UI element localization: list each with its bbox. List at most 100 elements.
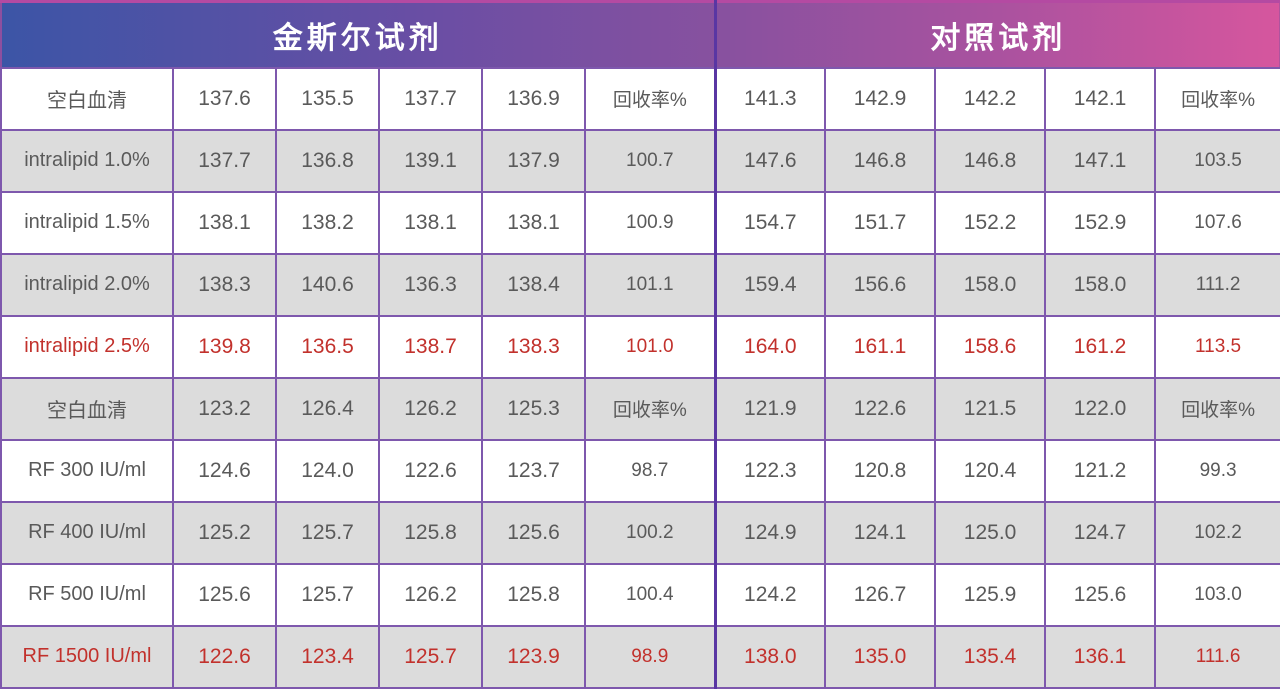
table-cell: 122.6 (378, 438, 483, 503)
recovery-cell: 113.5 (1154, 314, 1280, 379)
table-cell: 142.9 (824, 66, 937, 131)
table-cell: 125.6 (481, 500, 586, 565)
table-cell: 120.8 (824, 438, 937, 503)
table-cell: 124.1 (824, 500, 937, 565)
table-cell: 142.2 (934, 66, 1047, 131)
row-label: intralipid 1.0% (0, 128, 174, 193)
table-body: 空白血清 137.6 135.5 137.7 136.9 回收率% 141.3 142.9 14… (0, 66, 1280, 689)
table-cell: 159.4 (713, 252, 827, 317)
table-row: RF 300 IU/ml 124.6 124.0 122.6 123.7 98.7 122.… (0, 438, 1280, 503)
table-cell: 123.7 (481, 438, 586, 503)
recovery-cell: 103.0 (1154, 562, 1280, 627)
recovery-cell: 111.2 (1154, 252, 1280, 317)
row-label: 空白血清 (0, 66, 174, 131)
table-cell: 136.1 (1044, 624, 1157, 689)
table-cell: 126.2 (378, 376, 483, 441)
table-cell: 138.3 (172, 252, 277, 317)
row-label: intralipid 2.0% (0, 252, 174, 317)
table-cell: 154.7 (713, 190, 827, 255)
recovery-cell: 98.9 (583, 624, 717, 689)
table-cell: 125.8 (481, 562, 586, 627)
table-cell: 146.8 (934, 128, 1047, 193)
table-row: RF 1500 IU/ml 122.6 123.4 125.7 123.9 98.9 138… (0, 624, 1280, 689)
recovery-cell: 107.6 (1154, 190, 1280, 255)
recovery-cell: 103.5 (1154, 128, 1280, 193)
group-header-control: 对照试剂 (714, 0, 1280, 69)
table-row: 空白血清 123.2 126.4 126.2 125.3 回收率% 121.9 122.6 12… (0, 376, 1280, 441)
row-label: RF 400 IU/ml (0, 500, 174, 565)
table-cell: 136.8 (275, 128, 380, 193)
table-row: intralipid 2.0% 138.3 140.6 136.3 138.4 101.1… (0, 252, 1280, 317)
table-cell: 138.4 (481, 252, 586, 317)
table-cell: 125.6 (1044, 562, 1157, 627)
recovery-cell: 99.3 (1154, 438, 1280, 503)
recovery-cell: 100.2 (583, 500, 717, 565)
table-cell: 140.6 (275, 252, 380, 317)
table-cell: 147.1 (1044, 128, 1157, 193)
table-cell: 158.6 (934, 314, 1047, 379)
table-cell: 156.6 (824, 252, 937, 317)
table-cell: 139.1 (378, 128, 483, 193)
table-cell: 138.1 (378, 190, 483, 255)
recovery-cell: 回收率% (1154, 66, 1280, 131)
table-cell: 123.2 (172, 376, 277, 441)
group-header-jinsier: 金斯尔试剂 (0, 0, 717, 69)
row-label: 空白血清 (0, 376, 174, 441)
table-cell: 135.0 (824, 624, 937, 689)
table-cell: 161.1 (824, 314, 937, 379)
table-cell: 125.9 (934, 562, 1047, 627)
table-cell: 124.7 (1044, 500, 1157, 565)
table-cell: 158.0 (1044, 252, 1157, 317)
table-row: 空白血清 137.6 135.5 137.7 136.9 回收率% 141.3 142.9 14… (0, 66, 1280, 131)
table-row: intralipid 2.5% 139.8 136.5 138.7 138.3 101.0… (0, 314, 1280, 379)
table-cell: 121.5 (934, 376, 1047, 441)
table-cell: 137.7 (378, 66, 483, 131)
table-cell: 126.7 (824, 562, 937, 627)
table-cell: 135.4 (934, 624, 1047, 689)
table-cell: 125.3 (481, 376, 586, 441)
recovery-cell: 98.7 (583, 438, 717, 503)
table-cell: 135.5 (275, 66, 380, 131)
table-row: intralipid 1.0% 137.7 136.8 139.1 137.9 100.7… (0, 128, 1280, 193)
table-cell: 147.6 (713, 128, 827, 193)
table-cell: 125.7 (275, 562, 380, 627)
table-cell: 136.5 (275, 314, 380, 379)
table-cell: 123.9 (481, 624, 586, 689)
table-cell: 137.9 (481, 128, 586, 193)
table-cell: 138.2 (275, 190, 380, 255)
table-cell: 138.1 (172, 190, 277, 255)
table-cell: 122.6 (172, 624, 277, 689)
row-label: RF 300 IU/ml (0, 438, 174, 503)
row-label: RF 1500 IU/ml (0, 624, 174, 689)
table-cell: 121.9 (713, 376, 827, 441)
row-label: intralipid 2.5% (0, 314, 174, 379)
table-cell: 136.9 (481, 66, 586, 131)
table-row: RF 400 IU/ml 125.2 125.7 125.8 125.6 100.2 124… (0, 500, 1280, 565)
table-cell: 138.1 (481, 190, 586, 255)
table-cell: 152.9 (1044, 190, 1157, 255)
table-cell: 136.3 (378, 252, 483, 317)
table-cell: 124.6 (172, 438, 277, 503)
recovery-cell: 101.0 (583, 314, 717, 379)
table-cell: 121.2 (1044, 438, 1157, 503)
table-row: intralipid 1.5% 138.1 138.2 138.1 138.1 100.9… (0, 190, 1280, 255)
recovery-cell: 回收率% (583, 376, 717, 441)
recovery-cell: 100.4 (583, 562, 717, 627)
recovery-cell: 111.6 (1154, 624, 1280, 689)
row-label: intralipid 1.5% (0, 190, 174, 255)
table-cell: 125.7 (378, 624, 483, 689)
table-cell: 124.9 (713, 500, 827, 565)
recovery-cell: 回收率% (583, 66, 717, 131)
table-cell: 151.7 (824, 190, 937, 255)
table-cell: 137.6 (172, 66, 277, 131)
table-cell: 161.2 (1044, 314, 1157, 379)
row-label: RF 500 IU/ml (0, 562, 174, 627)
table-cell: 152.2 (934, 190, 1047, 255)
table-cell: 138.7 (378, 314, 483, 379)
recovery-cell: 100.9 (583, 190, 717, 255)
header-row: 金斯尔试剂 对照试剂 (0, 0, 1280, 69)
table-cell: 122.0 (1044, 376, 1157, 441)
recovery-cell: 102.2 (1154, 500, 1280, 565)
recovery-cell: 101.1 (583, 252, 717, 317)
